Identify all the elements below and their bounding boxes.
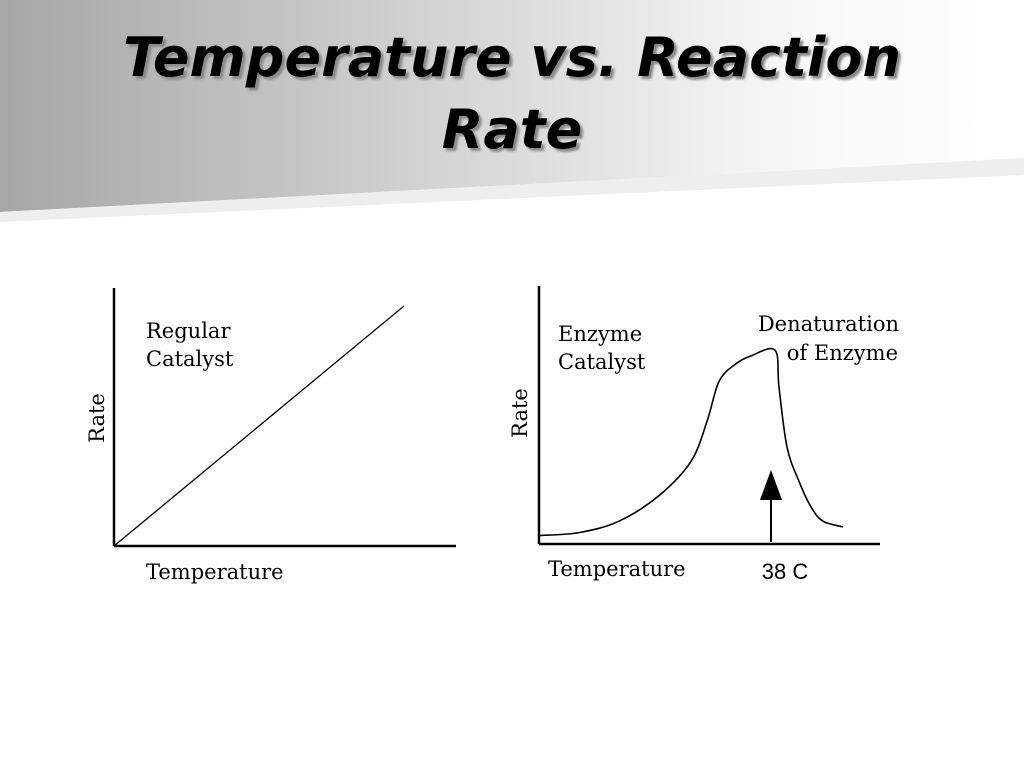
- x-axis-label: Temperature: [548, 557, 686, 581]
- temperature-arrow-icon: [760, 470, 782, 500]
- temperature-marker-label: 38 C: [762, 559, 809, 584]
- annotation-denaturation: Denaturation: [758, 312, 899, 336]
- x-axis-label: Temperature: [146, 560, 284, 584]
- enzyme-catalyst-chart: Enzyme Catalyst Denaturation of Enzyme T…: [508, 286, 899, 584]
- regular-catalyst-chart: Regular Catalyst Temperature Rate: [85, 288, 456, 584]
- annotation-enzyme: Enzyme: [558, 322, 642, 346]
- regular-catalyst-line: [113, 305, 405, 547]
- annotation-regular: Regular: [146, 319, 231, 343]
- annotation-catalyst: Catalyst: [558, 350, 646, 374]
- annotation-of-enzyme: of Enzyme: [787, 341, 898, 365]
- page-title: Temperature vs. Reaction Rate: [123, 26, 901, 161]
- y-axis-label: Rate: [85, 393, 109, 443]
- enzyme-catalyst-curve: [538, 347, 844, 537]
- header-gradient-band: [0, 0, 1024, 222]
- annotation-catalyst: Catalyst: [146, 347, 234, 371]
- y-axis-label: Rate: [508, 388, 532, 438]
